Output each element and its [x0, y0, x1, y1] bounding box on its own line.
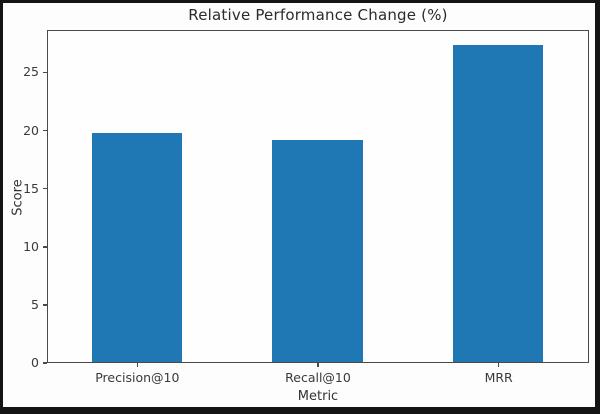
y-tick-label: 5 — [31, 296, 39, 312]
y-tick-mark — [43, 129, 47, 132]
y-tick-label: 25 — [23, 64, 39, 80]
x-tick-label: Recall@10 — [285, 370, 351, 385]
y-tick-mark — [43, 187, 47, 190]
y-tick-mark — [43, 71, 47, 74]
y-tick-label: 0 — [31, 355, 39, 370]
y-tick-label: 15 — [23, 180, 39, 196]
bar-precision-10 — [91, 133, 182, 362]
x-tick-label: Precision@10 — [95, 370, 180, 385]
chart-title: Relative Performance Change (%) — [188, 6, 448, 24]
bar-recall-10 — [272, 140, 363, 362]
y-tick-mark — [43, 362, 47, 364]
x-tick-mark — [317, 363, 319, 367]
bar-mrr — [453, 44, 544, 362]
x-tick-mark — [136, 363, 139, 367]
plot-area — [47, 30, 589, 363]
y-tick-mark — [43, 246, 47, 248]
y-tick-label: 10 — [23, 238, 39, 254]
x-tick-mark — [497, 363, 500, 367]
y-tick-mark — [43, 304, 47, 306]
x-tick-label: MRR — [484, 370, 513, 385]
x-axis-label: Metric — [297, 389, 339, 404]
y-tick-label: 20 — [23, 122, 39, 138]
